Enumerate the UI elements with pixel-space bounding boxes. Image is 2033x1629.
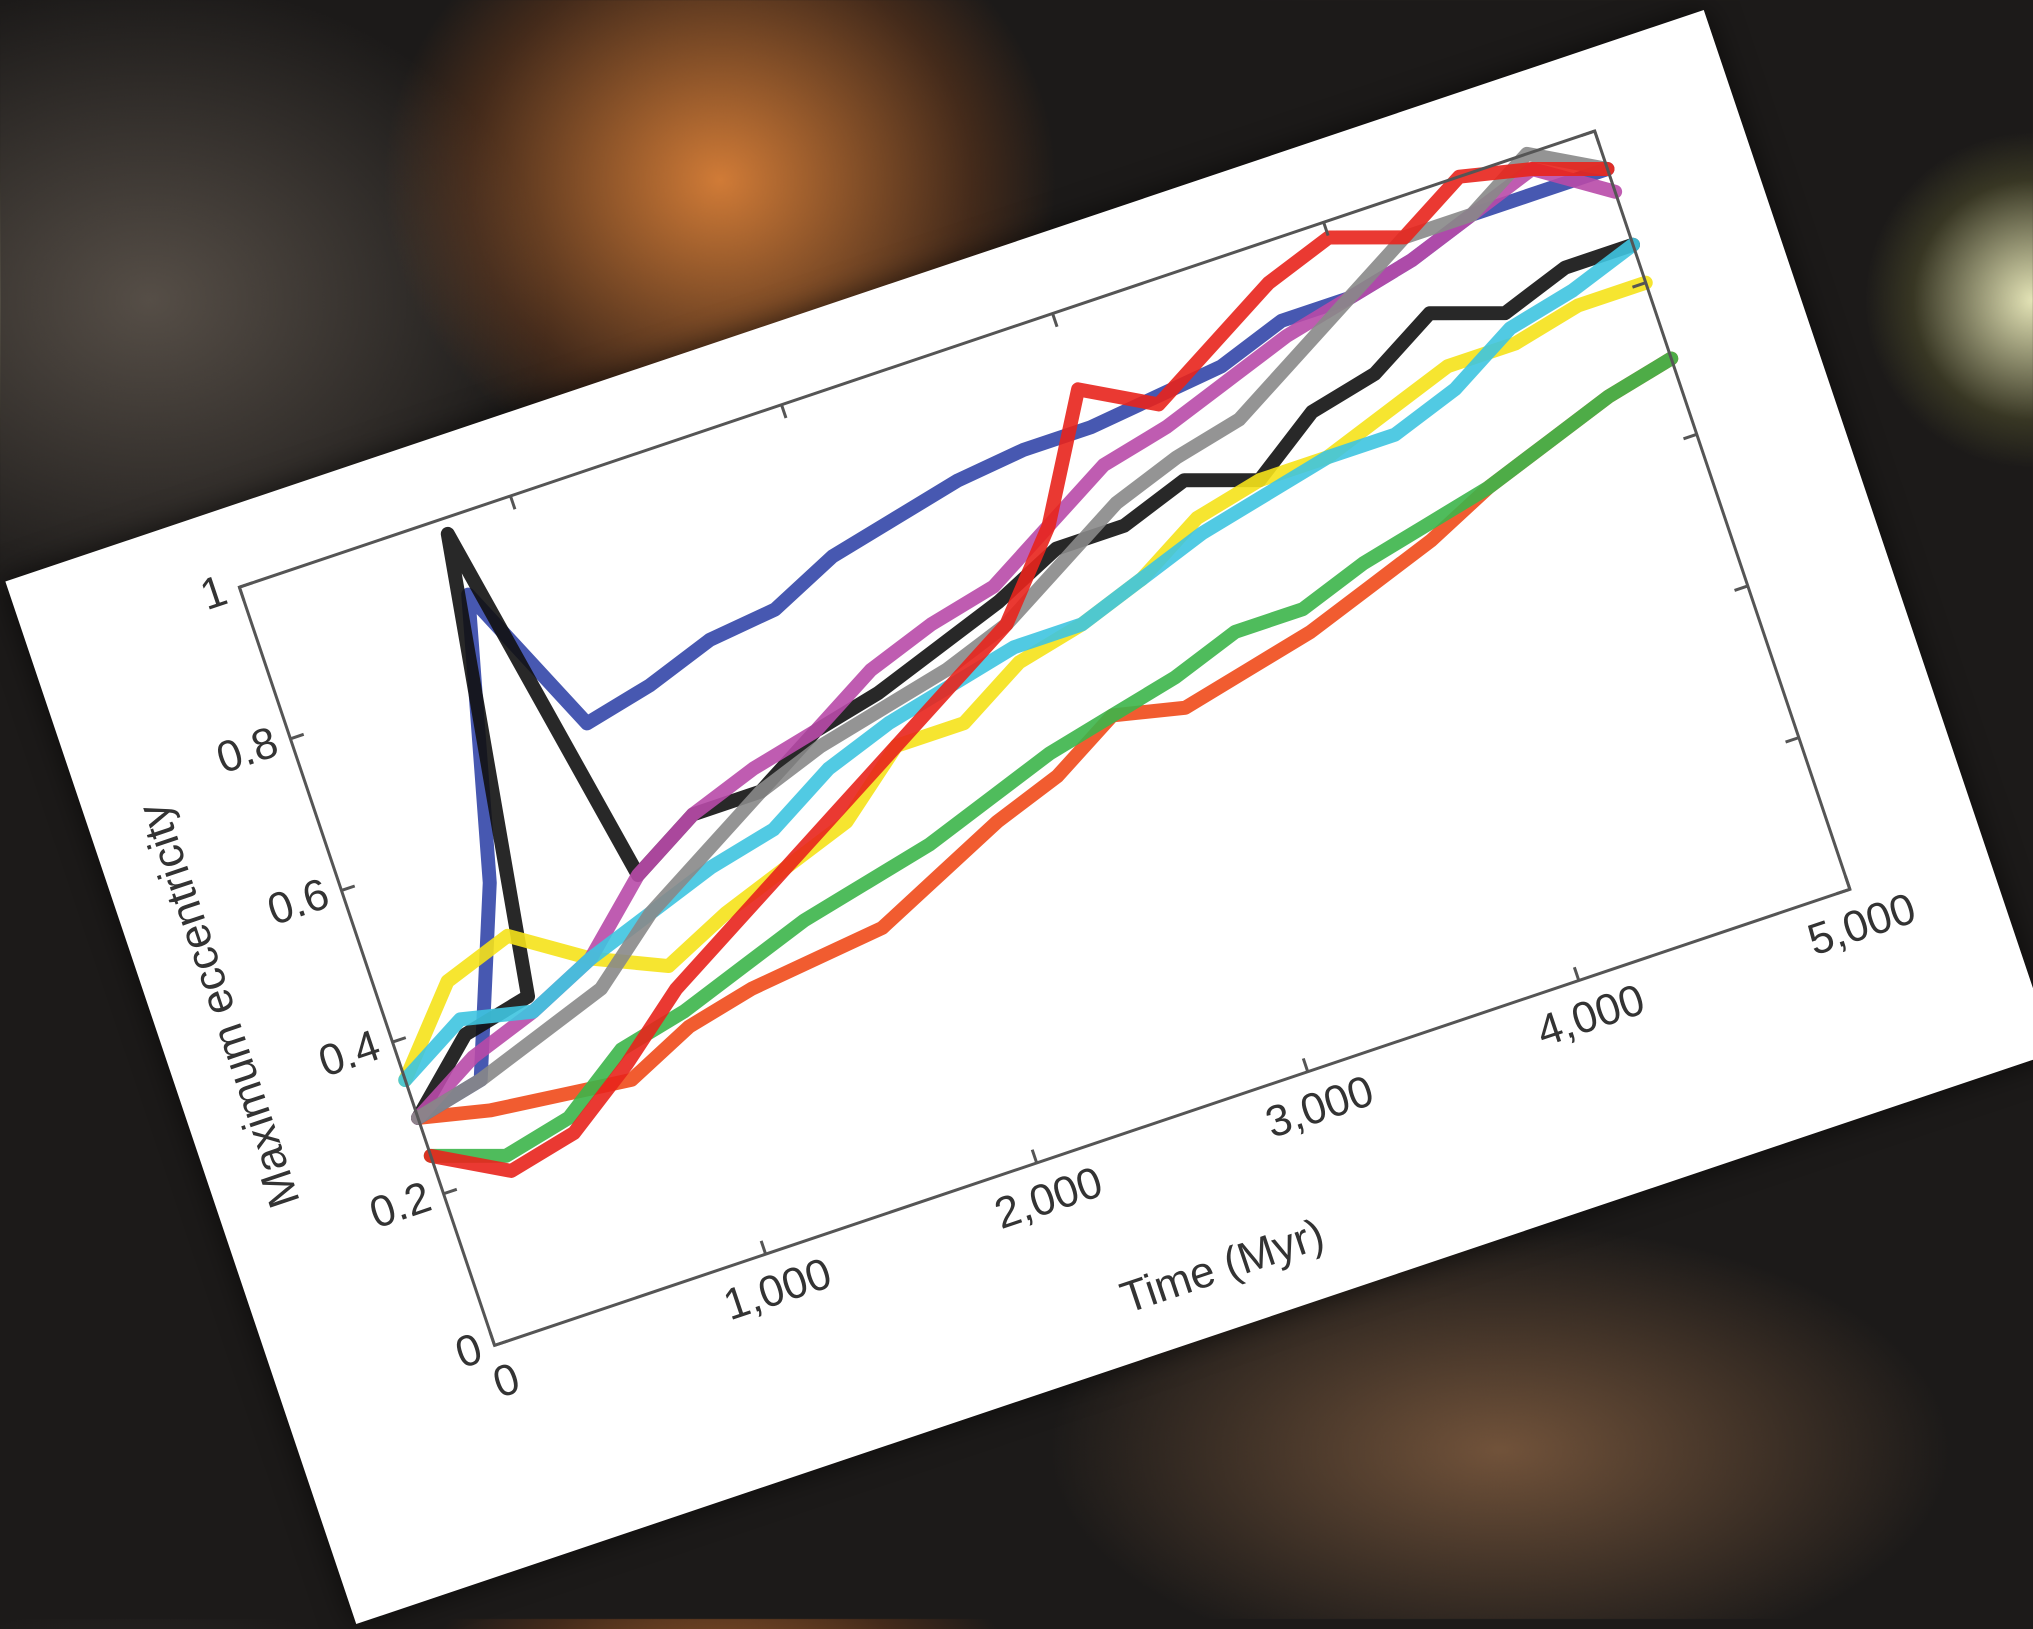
y-tick [495, 1341, 508, 1345]
y-tick [444, 1189, 457, 1193]
y-tick [1735, 586, 1748, 590]
y-tick-label: 0.6 [261, 869, 335, 935]
x-tick [1595, 131, 1599, 144]
x-tick-label: 2,000 [989, 1157, 1109, 1239]
x-tick [1574, 967, 1578, 980]
x-tick [1303, 1058, 1307, 1071]
x-tick-label: 4,000 [1531, 975, 1651, 1057]
series-line [290, 283, 1760, 1080]
x-tick [1845, 876, 1849, 889]
x-tick [1053, 313, 1057, 326]
y-tick-label: 0 [449, 1324, 488, 1378]
y-tick-label: 0.4 [313, 1021, 387, 1087]
y-tick [1837, 889, 1850, 893]
x-tick [782, 405, 786, 418]
x-axis-label: Time (Myr) [1115, 1209, 1331, 1323]
y-tick [1581, 131, 1594, 135]
y-tick [1684, 434, 1697, 438]
y-tick [392, 1038, 405, 1042]
x-tick [761, 1241, 765, 1254]
x-tick-label: 0 [487, 1353, 526, 1407]
y-tick-label: 1 [194, 566, 233, 620]
y-tick-label: 0.2 [364, 1172, 438, 1238]
y-tick [239, 583, 252, 587]
x-tick-label: 1,000 [717, 1249, 837, 1331]
x-tick [510, 496, 514, 509]
x-tick-label: 3,000 [1260, 1066, 1380, 1148]
y-tick [290, 734, 303, 738]
x-tick [1032, 1150, 1036, 1163]
chart-card: Time (Myr) Maximum eccentricity 0 1,000 2,… [5, 10, 2033, 1624]
y-tick [1786, 738, 1799, 742]
y-axis-label: Maximum eccentricity [128, 797, 309, 1214]
y-tick-label: 0.8 [210, 717, 284, 783]
x-tick-label: 5,000 [1802, 884, 1922, 966]
x-tick [239, 587, 243, 600]
x-tick [490, 1332, 494, 1345]
page: Time (Myr) Maximum eccentricity 0 1,000 2,… [0, 0, 2033, 1619]
chart: Time (Myr) Maximum eccentricity 0 1,000 2,… [5, 10, 2033, 1624]
y-tick [341, 886, 354, 890]
